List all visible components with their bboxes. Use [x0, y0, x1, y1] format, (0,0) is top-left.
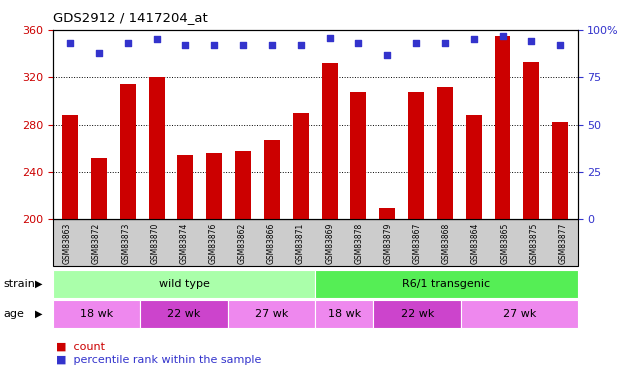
- Point: [469, 36, 479, 42]
- Text: GSM83863: GSM83863: [63, 223, 72, 264]
- Bar: [148, 77, 165, 219]
- Point: [209, 42, 219, 48]
- Bar: [552, 122, 568, 219]
- Text: strain: strain: [3, 279, 35, 289]
- Text: GSM83871: GSM83871: [296, 223, 305, 264]
- Text: GSM83875: GSM83875: [529, 223, 538, 264]
- Text: GSM83862: GSM83862: [238, 223, 247, 264]
- Point: [267, 42, 277, 48]
- Point: [296, 42, 306, 48]
- Text: GSM83868: GSM83868: [442, 223, 451, 264]
- Bar: [91, 158, 107, 219]
- Point: [555, 42, 565, 48]
- Text: 22 wk: 22 wk: [167, 309, 201, 319]
- Text: GSM83866: GSM83866: [267, 223, 276, 264]
- Text: GSM83874: GSM83874: [179, 223, 188, 264]
- Point: [383, 52, 392, 58]
- Text: GSM83873: GSM83873: [121, 223, 130, 264]
- Bar: [408, 92, 424, 219]
- Point: [238, 42, 248, 48]
- Text: 18 wk: 18 wk: [80, 309, 113, 319]
- Text: 18 wk: 18 wk: [328, 309, 361, 319]
- Point: [440, 40, 450, 46]
- Text: ■  count: ■ count: [56, 342, 105, 352]
- Text: ▶: ▶: [35, 279, 42, 289]
- Bar: [322, 63, 337, 219]
- Point: [411, 40, 421, 46]
- Bar: [235, 151, 251, 219]
- Text: GSM83867: GSM83867: [413, 223, 422, 264]
- Bar: [178, 156, 193, 219]
- Point: [65, 40, 75, 46]
- Point: [325, 34, 335, 40]
- Text: GSM83879: GSM83879: [384, 223, 392, 264]
- Bar: [350, 92, 366, 219]
- Text: GSM83872: GSM83872: [92, 223, 101, 264]
- Text: wild type: wild type: [158, 279, 209, 289]
- Point: [353, 40, 363, 46]
- Text: R6/1 transgenic: R6/1 transgenic: [402, 279, 491, 289]
- Bar: [379, 207, 395, 219]
- Bar: [120, 84, 135, 219]
- Text: 27 wk: 27 wk: [255, 309, 288, 319]
- Text: GSM83870: GSM83870: [150, 223, 160, 264]
- Bar: [62, 115, 78, 219]
- Point: [123, 40, 133, 46]
- Text: ■  percentile rank within the sample: ■ percentile rank within the sample: [56, 355, 261, 365]
- Text: age: age: [3, 309, 24, 319]
- Text: 27 wk: 27 wk: [502, 309, 536, 319]
- Text: GSM83864: GSM83864: [471, 223, 480, 264]
- Text: GSM83877: GSM83877: [558, 223, 568, 264]
- Bar: [206, 153, 222, 219]
- Text: 22 wk: 22 wk: [401, 309, 434, 319]
- Bar: [264, 140, 280, 219]
- Bar: [495, 36, 510, 219]
- Text: ▶: ▶: [35, 309, 42, 319]
- Point: [181, 42, 191, 48]
- Bar: [437, 87, 453, 219]
- Point: [527, 38, 537, 44]
- Text: GDS2912 / 1417204_at: GDS2912 / 1417204_at: [53, 11, 207, 24]
- Point: [152, 36, 161, 42]
- Bar: [466, 115, 482, 219]
- Text: GSM83876: GSM83876: [209, 223, 217, 264]
- Bar: [293, 113, 309, 219]
- Point: [94, 50, 104, 56]
- Text: GSM83869: GSM83869: [325, 223, 334, 264]
- Text: GSM83865: GSM83865: [500, 223, 509, 264]
- Point: [497, 33, 507, 39]
- Bar: [524, 62, 539, 219]
- Text: GSM83878: GSM83878: [355, 223, 363, 264]
